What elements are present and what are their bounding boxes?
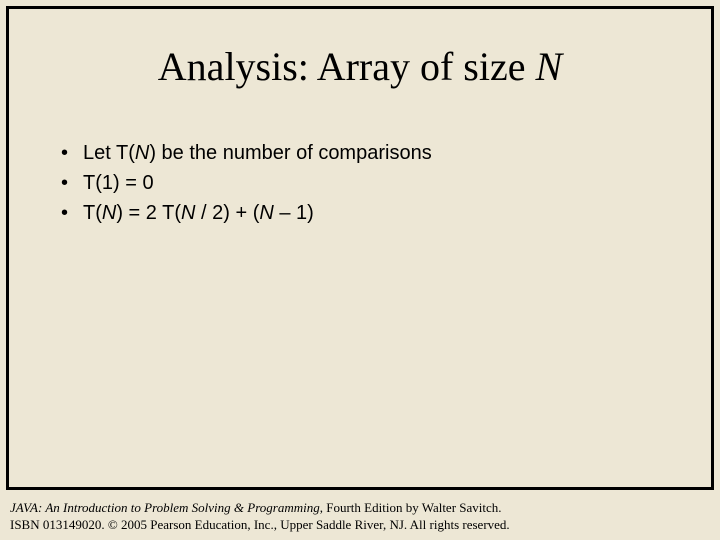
slide-title: Analysis: Array of size N xyxy=(9,43,711,90)
bullet-text-part: / 2) + ( xyxy=(195,202,259,224)
bullet-text-part: Let T( xyxy=(83,142,135,164)
slide-frame: Analysis: Array of size N Let T(N) be th… xyxy=(6,6,714,490)
title-italic: N xyxy=(536,44,563,89)
footer-line-2: ISBN 013149020. © 2005 Pearson Education… xyxy=(10,516,710,534)
bullet-text-part: N xyxy=(259,202,273,224)
footer-italic: JAVA: An Introduction to Problem Solving… xyxy=(10,500,320,515)
footer-line-1: JAVA: An Introduction to Problem Solving… xyxy=(10,499,710,517)
bullet-text-part: T(1) = 0 xyxy=(83,172,154,194)
bullet-text-part: ) = 2 T( xyxy=(116,202,181,224)
bullet-text-part: N xyxy=(135,142,149,164)
bullet-text-part: N xyxy=(181,202,195,224)
bullet-item: Let T(N) be the number of comparisons xyxy=(61,138,671,168)
bullet-item: T(N) = 2 T(N / 2) + (N – 1) xyxy=(61,198,671,228)
bullet-item: T(1) = 0 xyxy=(61,168,671,198)
slide-footer: JAVA: An Introduction to Problem Solving… xyxy=(10,499,710,534)
bullet-text-part: N xyxy=(102,202,116,224)
bullet-text-part: ) be the number of comparisons xyxy=(149,142,431,164)
bullet-text-part: T( xyxy=(83,202,102,224)
footer-rest: , Fourth Edition by Walter Savitch. xyxy=(320,500,502,515)
bullet-list: Let T(N) be the number of comparisonsT(1… xyxy=(9,138,711,228)
bullet-text-part: – 1) xyxy=(274,202,314,224)
title-text: Analysis: Array of size xyxy=(158,44,536,89)
